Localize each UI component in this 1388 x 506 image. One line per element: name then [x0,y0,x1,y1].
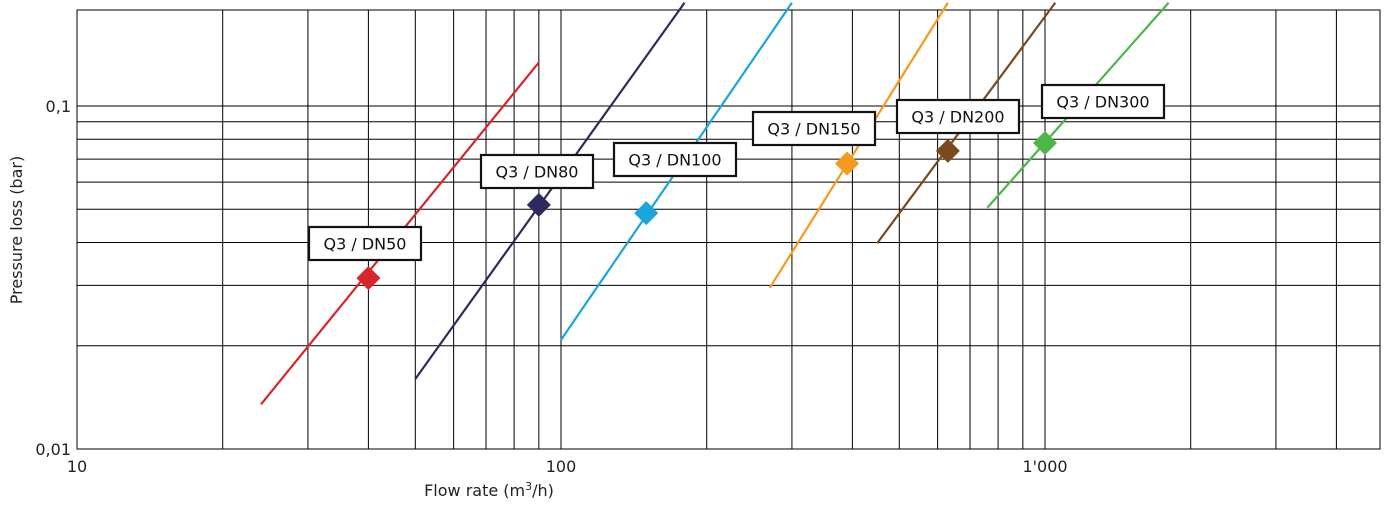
callout-box [895,98,1021,135]
series-marker [356,266,381,291]
callout-box [751,110,877,147]
x-tick-label: 100 [546,457,577,476]
series-label: Q3 / DN50 [324,235,407,254]
series-label: Q3 / DN80 [496,163,579,182]
plot-frame [76,9,1381,450]
y-axis-label: Pressure loss (bar) [7,156,26,304]
x-tick-label: 10 [67,457,87,476]
x-axis-label: Flow rate (m3/h) [424,480,554,500]
y-tick-label: 0,1 [46,97,71,116]
callout-box [612,141,738,178]
x-axis-label-end: /h) [532,481,554,500]
series-marker [1033,131,1057,156]
series-layer [260,2,1170,405]
series-label: Q3 / DN300 [1056,93,1149,112]
x-axis-label-superscript: 3 [525,480,532,493]
series-label: Q3 / DN200 [911,108,1004,127]
y-tick-label: 0,01 [35,440,71,459]
callouts-layer: Q3 / DN50 Q3 / DN80 Q3 / DN100 Q3 / DN150 Q3… [307,83,1166,262]
series-marker [526,192,551,217]
series-marker [835,151,860,176]
grid [76,9,1381,450]
tick-labels: 10 100 1'000 0,01 0,1 [35,97,1067,476]
series-label: Q3 / DN100 [628,151,721,170]
x-axis-label-main: Flow rate (m [424,481,525,500]
series-label: Q3 / DN150 [767,120,860,139]
x-tick-label: 1'000 [1022,457,1067,476]
series-line [414,2,686,380]
callout-box [479,153,595,190]
series-marker [634,201,659,226]
callout-box [307,225,423,262]
callout-box [1040,83,1166,120]
series-marker [935,138,960,163]
